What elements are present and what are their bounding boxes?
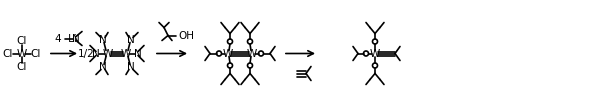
Text: W: W: [247, 48, 257, 59]
Text: Cl: Cl: [17, 62, 27, 71]
Text: W: W: [121, 48, 131, 59]
Text: N: N: [99, 62, 107, 73]
Text: W: W: [223, 48, 233, 59]
Text: Cl: Cl: [31, 48, 41, 59]
Text: W: W: [103, 48, 113, 59]
Text: N: N: [127, 62, 135, 73]
Text: W: W: [17, 48, 27, 59]
Text: N: N: [99, 34, 107, 45]
Text: Cl: Cl: [17, 36, 27, 45]
Text: N: N: [134, 48, 142, 59]
Text: OH: OH: [178, 30, 194, 41]
Text: 4  Li: 4 Li: [55, 33, 77, 44]
Text: N: N: [72, 33, 80, 44]
Text: 1/2: 1/2: [77, 48, 94, 59]
Text: Cl: Cl: [3, 48, 13, 59]
Text: W: W: [370, 48, 380, 59]
Text: N: N: [127, 34, 135, 45]
Text: N: N: [92, 48, 100, 59]
